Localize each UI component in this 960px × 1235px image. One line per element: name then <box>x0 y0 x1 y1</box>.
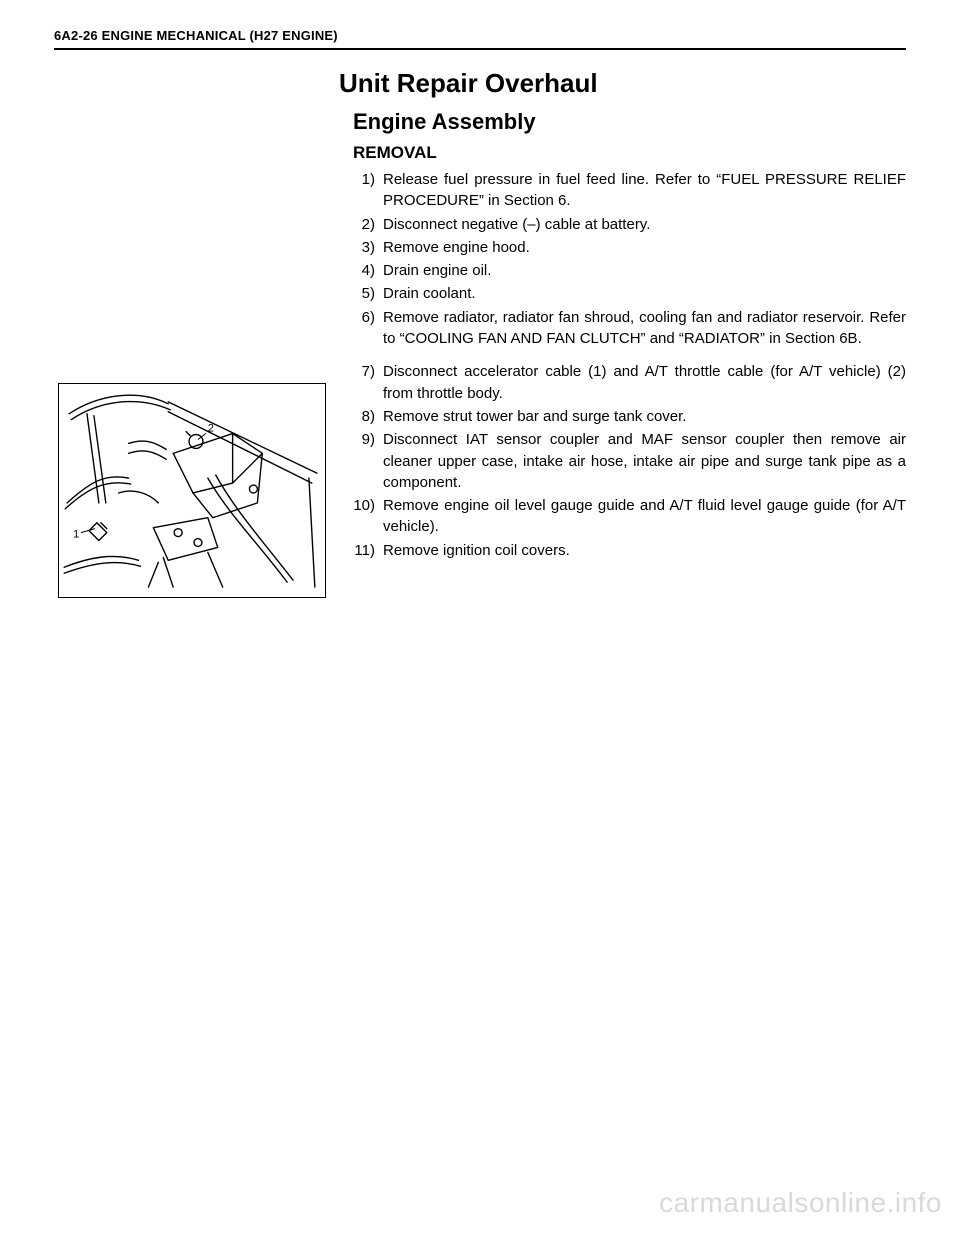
step-number: 1) <box>353 169 383 212</box>
step-number: 4) <box>353 260 383 281</box>
step-text: Disconnect accelerator cable (1) and A/T… <box>383 361 906 404</box>
step-item: 1)Release fuel pressure in fuel feed lin… <box>353 169 906 212</box>
step-item: 11)Remove ignition coil covers. <box>353 540 906 561</box>
step-text: Drain engine oil. <box>383 260 906 281</box>
step-text: Disconnect negative (–) cable at battery… <box>383 214 906 235</box>
step-item: 4)Drain engine oil. <box>353 260 906 281</box>
step-number: 3) <box>353 237 383 258</box>
step-item: 9)Disconnect IAT sensor coupler and MAF … <box>353 429 906 493</box>
figure-label-1: 1 <box>73 529 79 541</box>
step-text: Release fuel pressure in fuel feed line.… <box>383 169 906 212</box>
step-number: 8) <box>353 406 383 427</box>
step-item: 7)Disconnect accelerator cable (1) and A… <box>353 361 906 404</box>
page-header: 6A2-26 ENGINE MECHANICAL (H27 ENGINE) <box>54 28 906 50</box>
step-number: 5) <box>353 283 383 304</box>
step-text: Remove ignition coil covers. <box>383 540 906 561</box>
figure-throttle-cables: 1 2 <box>58 383 326 598</box>
step-text: Remove engine oil level gauge guide and … <box>383 495 906 538</box>
step-text: Remove strut tower bar and surge tank co… <box>383 406 906 427</box>
step-number: 2) <box>353 214 383 235</box>
step-item: 10)Remove engine oil level gauge guide a… <box>353 495 906 538</box>
content-column: Unit Repair Overhaul Engine Assembly REM… <box>339 68 906 561</box>
watermark: carmanualsonline.info <box>659 1187 942 1219</box>
step-item: 3)Remove engine hood. <box>353 237 906 258</box>
step-text: Remove engine hood. <box>383 237 906 258</box>
step-number: 9) <box>353 429 383 493</box>
step-number: 11) <box>353 540 383 561</box>
figure-label-2: 2 <box>208 423 214 435</box>
step-number: 6) <box>353 307 383 350</box>
step-text: Remove radiator, radiator fan shroud, co… <box>383 307 906 350</box>
step-item: 2)Disconnect negative (–) cable at batte… <box>353 214 906 235</box>
step-text: Drain coolant. <box>383 283 906 304</box>
steps-list-1: 1)Release fuel pressure in fuel feed lin… <box>353 169 906 349</box>
step-number: 7) <box>353 361 383 404</box>
page-title: Unit Repair Overhaul <box>339 68 906 99</box>
step-item: 6)Remove radiator, radiator fan shroud, … <box>353 307 906 350</box>
step-text: Disconnect IAT sensor coupler and MAF se… <box>383 429 906 493</box>
step-item: 8)Remove strut tower bar and surge tank … <box>353 406 906 427</box>
step-number: 10) <box>353 495 383 538</box>
step-item: 5)Drain coolant. <box>353 283 906 304</box>
section-heading: REMOVAL <box>353 143 906 163</box>
page-subtitle: Engine Assembly <box>353 109 906 135</box>
steps-list-2: 7)Disconnect accelerator cable (1) and A… <box>353 361 906 561</box>
